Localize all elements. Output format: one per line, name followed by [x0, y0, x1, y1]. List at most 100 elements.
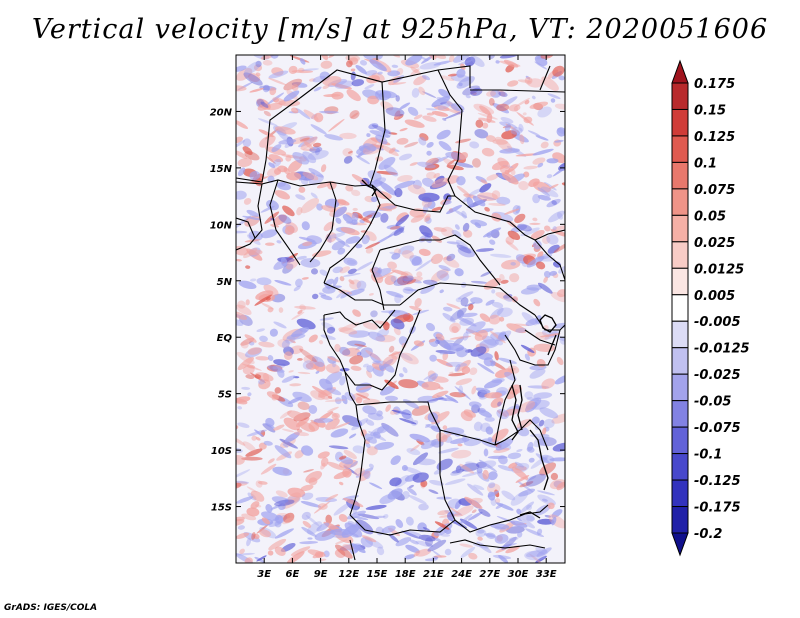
- field-cell: [352, 207, 358, 211]
- field-cell: [331, 83, 352, 90]
- field-cell: [449, 371, 454, 375]
- field-cell: [549, 270, 558, 276]
- field-cell: [318, 340, 324, 345]
- field-cell: [542, 427, 547, 436]
- field-cell: [351, 79, 365, 87]
- field-cell: [369, 130, 391, 138]
- field-cell: [337, 199, 350, 206]
- field-cell: [402, 277, 413, 282]
- lon-label: 12E: [338, 569, 359, 580]
- field-cell: [274, 387, 282, 394]
- lat-label: 10S: [211, 446, 232, 457]
- field-cell: [423, 372, 436, 381]
- field-cell: [425, 537, 433, 547]
- field-cell: [436, 458, 453, 471]
- field-cell: [515, 153, 538, 157]
- field-cell: [518, 180, 529, 191]
- field-cell: [253, 64, 263, 72]
- field-cell: [409, 305, 423, 311]
- field-cell: [413, 114, 423, 120]
- field-cell: [430, 253, 444, 265]
- field-cell: [266, 102, 283, 111]
- field-cell: [247, 392, 252, 397]
- field-cell: [311, 356, 325, 368]
- field-cell: [454, 162, 474, 168]
- field-cell: [370, 196, 378, 203]
- field-cell: [426, 112, 435, 116]
- field-cell: [546, 234, 559, 245]
- field-cell: [557, 212, 563, 220]
- field-cell: [299, 58, 306, 65]
- field-cell: [551, 509, 563, 518]
- field-cell: [501, 490, 516, 501]
- field-cell: [426, 150, 432, 156]
- field-cell: [239, 548, 245, 554]
- field-cell: [444, 110, 465, 120]
- field-cell: [418, 534, 436, 542]
- field-cell: [236, 454, 245, 465]
- field-cell: [447, 511, 455, 521]
- field-cell: [334, 397, 342, 405]
- field-cell: [389, 225, 401, 230]
- field-cell: [267, 355, 274, 361]
- field-cell: [435, 333, 445, 341]
- field-cell: [368, 123, 379, 130]
- field-cell: [241, 386, 251, 390]
- field-cell: [255, 480, 263, 488]
- field-cell: [269, 87, 277, 96]
- field-cell: [237, 422, 250, 428]
- field-cell: [404, 530, 422, 538]
- field-cell: [497, 331, 507, 341]
- field-cell: [455, 465, 462, 474]
- field-cell: [241, 513, 257, 521]
- field-cell: [236, 319, 244, 327]
- field-cell: [350, 68, 356, 72]
- field-cell: [498, 357, 517, 364]
- field-cell: [297, 401, 310, 411]
- field-cell: [530, 229, 545, 240]
- field-cell: [476, 541, 492, 554]
- field-cell: [236, 480, 250, 484]
- field-cell: [332, 535, 349, 539]
- field-cell: [301, 526, 317, 537]
- field-cell: [429, 479, 444, 486]
- field-cell: [494, 351, 499, 361]
- field-cell: [405, 516, 414, 526]
- field-cell: [454, 268, 464, 277]
- field-cell: [396, 137, 409, 145]
- field-cell: [482, 122, 489, 129]
- field-cell: [316, 181, 333, 189]
- field-cell: [237, 356, 255, 371]
- field-cell: [371, 124, 391, 134]
- field-cell: [354, 546, 359, 553]
- field-cell: [406, 279, 417, 285]
- field-cell: [462, 229, 473, 238]
- field-cell: [375, 156, 384, 162]
- field-cell: [427, 539, 447, 552]
- field-cell: [263, 110, 271, 117]
- field-cell: [537, 187, 551, 197]
- field-cell: [289, 383, 302, 387]
- field-cell: [249, 88, 264, 93]
- field-cell: [556, 127, 565, 137]
- field-cell: [503, 293, 513, 299]
- field-cell: [342, 272, 361, 277]
- field-cell: [393, 227, 405, 236]
- field-cell: [538, 419, 545, 427]
- field-cell: [325, 418, 340, 431]
- field-cell: [352, 445, 365, 454]
- field-cell: [299, 348, 317, 363]
- field-cell: [404, 119, 425, 128]
- longitude-axis: 3E 6E 9E 12E 15E 18E 21E 24E 27E 30E 33E: [257, 55, 557, 580]
- field-cell: [464, 496, 483, 509]
- field-cell: [485, 135, 496, 142]
- field-cell: [451, 449, 472, 459]
- field-cell: [490, 360, 496, 367]
- field-cell: [319, 378, 333, 391]
- field-cell: [312, 142, 322, 148]
- field-cell: [488, 203, 506, 206]
- map-frame: [235, 54, 566, 564]
- field-cell: [537, 194, 551, 201]
- colorbar-box: [671, 82, 689, 110]
- field-cell: [236, 396, 251, 403]
